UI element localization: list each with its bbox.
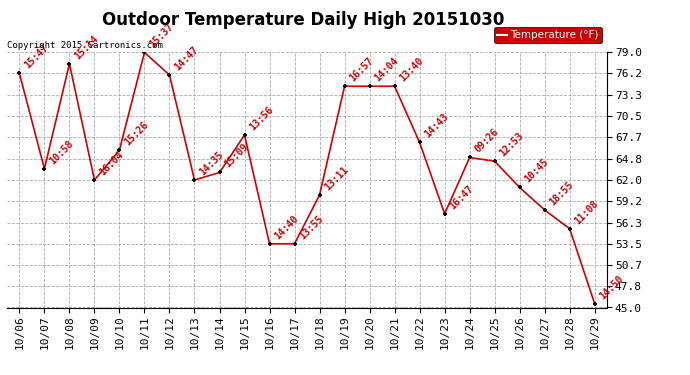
Point bbox=[264, 241, 275, 247]
Point bbox=[239, 132, 250, 138]
Text: 15:14: 15:14 bbox=[72, 33, 100, 61]
Text: 14:50: 14:50 bbox=[598, 273, 625, 301]
Point bbox=[14, 70, 25, 76]
Text: 10:58: 10:58 bbox=[47, 138, 75, 166]
Point bbox=[514, 184, 525, 190]
Point bbox=[189, 177, 200, 183]
Text: 14:47: 14:47 bbox=[172, 44, 200, 72]
Text: 13:40: 13:40 bbox=[397, 56, 425, 84]
Text: 12:53: 12:53 bbox=[497, 130, 525, 159]
Text: 14:40: 14:40 bbox=[273, 213, 300, 241]
Point bbox=[339, 83, 350, 89]
Text: Outdoor Temperature Daily High 20151030: Outdoor Temperature Daily High 20151030 bbox=[102, 11, 505, 29]
Text: 15:37: 15:37 bbox=[147, 22, 175, 50]
Text: 18:55: 18:55 bbox=[547, 179, 575, 207]
Text: 15:09: 15:09 bbox=[222, 142, 250, 170]
Point bbox=[489, 158, 500, 164]
Text: 14:35: 14:35 bbox=[197, 149, 225, 177]
Text: 13:11: 13:11 bbox=[322, 164, 351, 192]
Text: 16:47: 16:47 bbox=[447, 183, 475, 211]
Text: 11:08: 11:08 bbox=[573, 198, 600, 226]
Text: 14:04: 14:04 bbox=[373, 56, 400, 84]
Point bbox=[164, 72, 175, 78]
Point bbox=[464, 154, 475, 160]
Text: 16:57: 16:57 bbox=[347, 56, 375, 84]
Text: 15:47: 15:47 bbox=[22, 43, 50, 71]
Point bbox=[539, 207, 550, 213]
Point bbox=[114, 147, 125, 153]
Text: 13:56: 13:56 bbox=[247, 104, 275, 132]
Point bbox=[414, 140, 425, 146]
Point bbox=[289, 241, 300, 247]
Text: 14:43: 14:43 bbox=[422, 112, 451, 140]
Point bbox=[564, 226, 575, 232]
Text: 13:55: 13:55 bbox=[297, 213, 325, 241]
Point bbox=[39, 166, 50, 172]
Point bbox=[389, 83, 400, 89]
Text: 15:26: 15:26 bbox=[122, 119, 150, 147]
Text: 10:45: 10:45 bbox=[522, 157, 551, 185]
Text: Copyright 2015 Cartronics.com: Copyright 2015 Cartronics.com bbox=[7, 41, 163, 50]
Point bbox=[64, 61, 75, 67]
Point bbox=[589, 301, 600, 307]
Point bbox=[439, 211, 450, 217]
Point bbox=[89, 177, 100, 183]
Point bbox=[314, 192, 325, 198]
Text: 16:04: 16:04 bbox=[97, 149, 125, 177]
Point bbox=[364, 83, 375, 89]
Legend: Temperature (°F): Temperature (°F) bbox=[494, 27, 602, 44]
Point bbox=[139, 50, 150, 55]
Point bbox=[214, 170, 225, 176]
Text: 09:26: 09:26 bbox=[473, 127, 500, 155]
